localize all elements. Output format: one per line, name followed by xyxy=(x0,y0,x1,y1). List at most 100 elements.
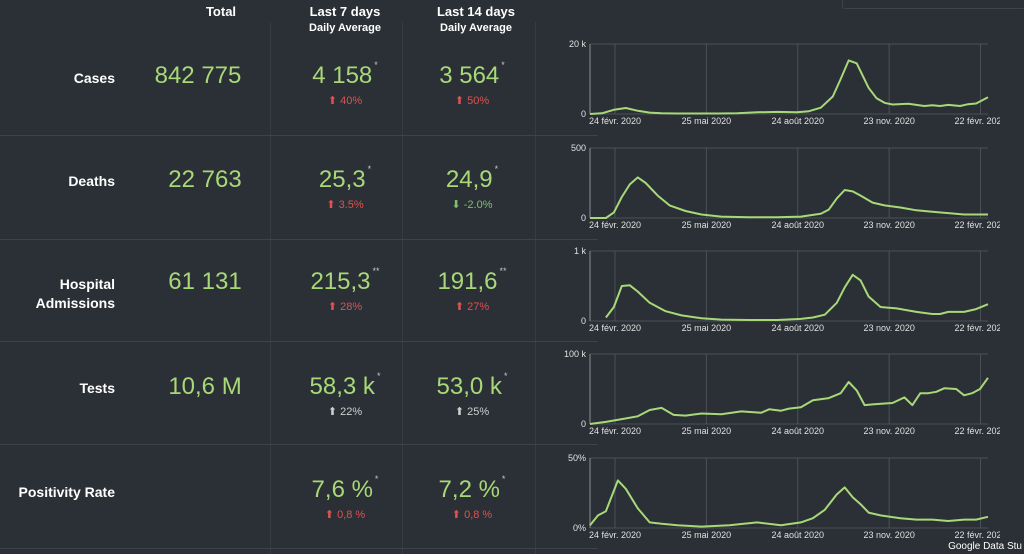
x-tick-label: 25 mai 2020 xyxy=(682,426,732,436)
metric-value: 24,9 xyxy=(445,166,493,193)
row-label-line1: Hospital xyxy=(59,276,115,292)
header-last7-title: Last 7 days xyxy=(309,4,381,19)
tests-chart[interactable]: 24 févr. 2020 25 mai 2020 24 août 2020 23 n… xyxy=(540,346,1000,442)
x-tick-label: 24 févr. 2020 xyxy=(589,116,641,126)
total-value: 22 763 xyxy=(168,166,242,193)
footnote-mark: * xyxy=(503,371,508,381)
change-indicator: ⬆ 27% xyxy=(454,301,490,313)
row-divider xyxy=(0,548,598,549)
change-indicator: ⬆ 22% xyxy=(327,406,363,418)
last14-metric: 24,9 * ⬇ -2.0% xyxy=(412,164,532,211)
x-tick-label: 24 févr. 2020 xyxy=(589,220,641,230)
header-last14-subtitle: Daily Average xyxy=(440,22,512,34)
header-last7: Last 7 days Daily Average xyxy=(280,4,410,34)
series-line xyxy=(605,273,989,321)
x-tick-label: 25 mai 2020 xyxy=(682,323,732,333)
change-indicator: ⬆ 0,8 % xyxy=(451,509,493,521)
x-tick-label: 24 août 2020 xyxy=(771,116,824,126)
last14-metric: 7,2 % * ⬆ 0,8 % xyxy=(412,474,532,521)
header-last14: Last 14 days Daily Average xyxy=(411,4,541,34)
metric-value: 4 158 xyxy=(312,62,373,89)
column-divider xyxy=(270,22,271,554)
y-tick-label: 20 k xyxy=(569,39,587,49)
series-line xyxy=(589,377,989,425)
last7-metric: 7,6 % * ⬆ 0,8 % xyxy=(285,474,405,521)
change-indicator: ⬆ 3.5% xyxy=(326,199,364,211)
y-tick-label: 0 xyxy=(581,213,586,223)
last7-metric: 25,3 * ⬆ 3.5% xyxy=(285,164,405,211)
y-tick-label: 1 k xyxy=(574,246,587,256)
header-total-label: Total xyxy=(205,4,237,19)
x-tick-label: 24 août 2020 xyxy=(771,426,824,436)
header-total: Total xyxy=(171,4,271,19)
x-tick-label: 24 août 2020 xyxy=(771,220,824,230)
deaths-chart[interactable]: 24 févr. 2020 25 mai 2020 24 août 2020 23 n… xyxy=(540,140,1000,236)
last7-metric: 4 158 * ⬆ 40% xyxy=(285,60,405,107)
row-label-line2: Admissions xyxy=(35,295,115,311)
x-tick-label: 23 nov. 2020 xyxy=(863,116,914,126)
change-indicator: ⬆ 25% xyxy=(454,406,490,418)
y-tick-label: 100 k xyxy=(564,349,587,359)
x-tick-label: 25 mai 2020 xyxy=(682,116,732,126)
x-tick-label: 23 nov. 2020 xyxy=(863,220,914,230)
metric-value: 3 564 xyxy=(439,62,500,89)
column-divider xyxy=(535,22,536,554)
row-label: Cases xyxy=(73,70,115,86)
change-indicator: ⬆ 40% xyxy=(327,95,363,107)
footnote-mark: * xyxy=(376,371,381,381)
last14-metric: 53,0 k * ⬆ 25% xyxy=(412,371,532,418)
line-chart: 24 févr. 2020 25 mai 2020 24 août 2020 23 n… xyxy=(564,349,1000,436)
y-tick-label: 500 xyxy=(571,143,586,153)
footnote-mark: * xyxy=(501,474,506,484)
positivity-rate-chart[interactable]: 24 févr. 2020 25 mai 2020 24 août 2020 23 n… xyxy=(540,450,1000,546)
x-tick-label: 24 août 2020 xyxy=(771,530,824,540)
metric-value: 191,6 xyxy=(437,268,498,295)
header-last14-title: Last 14 days xyxy=(436,4,516,19)
change-indicator: ⬆ 50% xyxy=(454,95,490,107)
series-line xyxy=(589,59,989,115)
x-tick-label: 22 févr. 2021 xyxy=(955,426,1000,436)
x-tick-label: 24 févr. 2020 xyxy=(589,530,641,540)
x-tick-label: 22 févr. 2021 xyxy=(955,530,1000,540)
cases-chart[interactable]: 24 févr. 2020 25 mai 2020 24 août 2020 23 n… xyxy=(540,36,1000,132)
line-chart: 24 févr. 2020 25 mai 2020 24 août 2020 23 n… xyxy=(568,453,1000,540)
x-tick-label: 22 févr. 2021 xyxy=(955,323,1000,333)
x-tick-label: 24 août 2020 xyxy=(771,323,824,333)
row-divider xyxy=(0,341,598,342)
filter-box[interactable] xyxy=(842,0,1024,9)
metric-value: 25,3 xyxy=(318,166,366,193)
change-indicator: ⬆ 28% xyxy=(327,301,363,313)
row-label: Deaths xyxy=(68,173,115,189)
row-label: Positivity Rate xyxy=(18,484,115,500)
metric-value: 7,6 % xyxy=(311,476,373,503)
x-tick-label: 25 mai 2020 xyxy=(682,220,732,230)
change-indicator: ⬆ 0,8 % xyxy=(324,509,366,521)
last14-metric: 3 564 * ⬆ 50% xyxy=(412,60,532,107)
header-last7-subtitle: Daily Average xyxy=(309,22,381,34)
x-tick-label: 24 févr. 2020 xyxy=(589,323,641,333)
x-tick-label: 24 févr. 2020 xyxy=(589,426,641,436)
total-value: 10,6 M xyxy=(168,373,242,400)
line-chart: 24 févr. 2020 25 mai 2020 24 août 2020 23 n… xyxy=(571,143,1000,230)
footnote-mark: * xyxy=(374,60,378,70)
y-tick-label: 0% xyxy=(573,523,586,533)
column-divider xyxy=(402,22,403,554)
footnote-mark: * xyxy=(367,164,372,174)
x-tick-label: 23 nov. 2020 xyxy=(863,426,914,436)
x-tick-label: 23 nov. 2020 xyxy=(863,323,914,333)
y-tick-label: 0 xyxy=(581,419,586,429)
metric-value: 53,0 k xyxy=(436,373,502,400)
row-divider xyxy=(0,239,598,240)
row-divider xyxy=(0,444,598,445)
metric-value: 58,3 k xyxy=(309,373,375,400)
row-divider xyxy=(0,135,598,136)
series-line xyxy=(589,479,989,528)
x-tick-label: 22 févr. 2021 xyxy=(955,116,1000,126)
metric-value: 215,3 xyxy=(310,268,371,295)
y-tick-label: 0 xyxy=(581,316,586,326)
total-value: 61 131 xyxy=(168,268,242,295)
last7-metric: 215,3 ** ⬆ 28% xyxy=(285,266,405,313)
total-value: 842 775 xyxy=(154,62,242,89)
last7-metric: 58,3 k * ⬆ 22% xyxy=(285,371,405,418)
hospital-admissions-chart[interactable]: 24 févr. 2020 25 mai 2020 24 août 2020 23 n… xyxy=(540,243,1000,339)
